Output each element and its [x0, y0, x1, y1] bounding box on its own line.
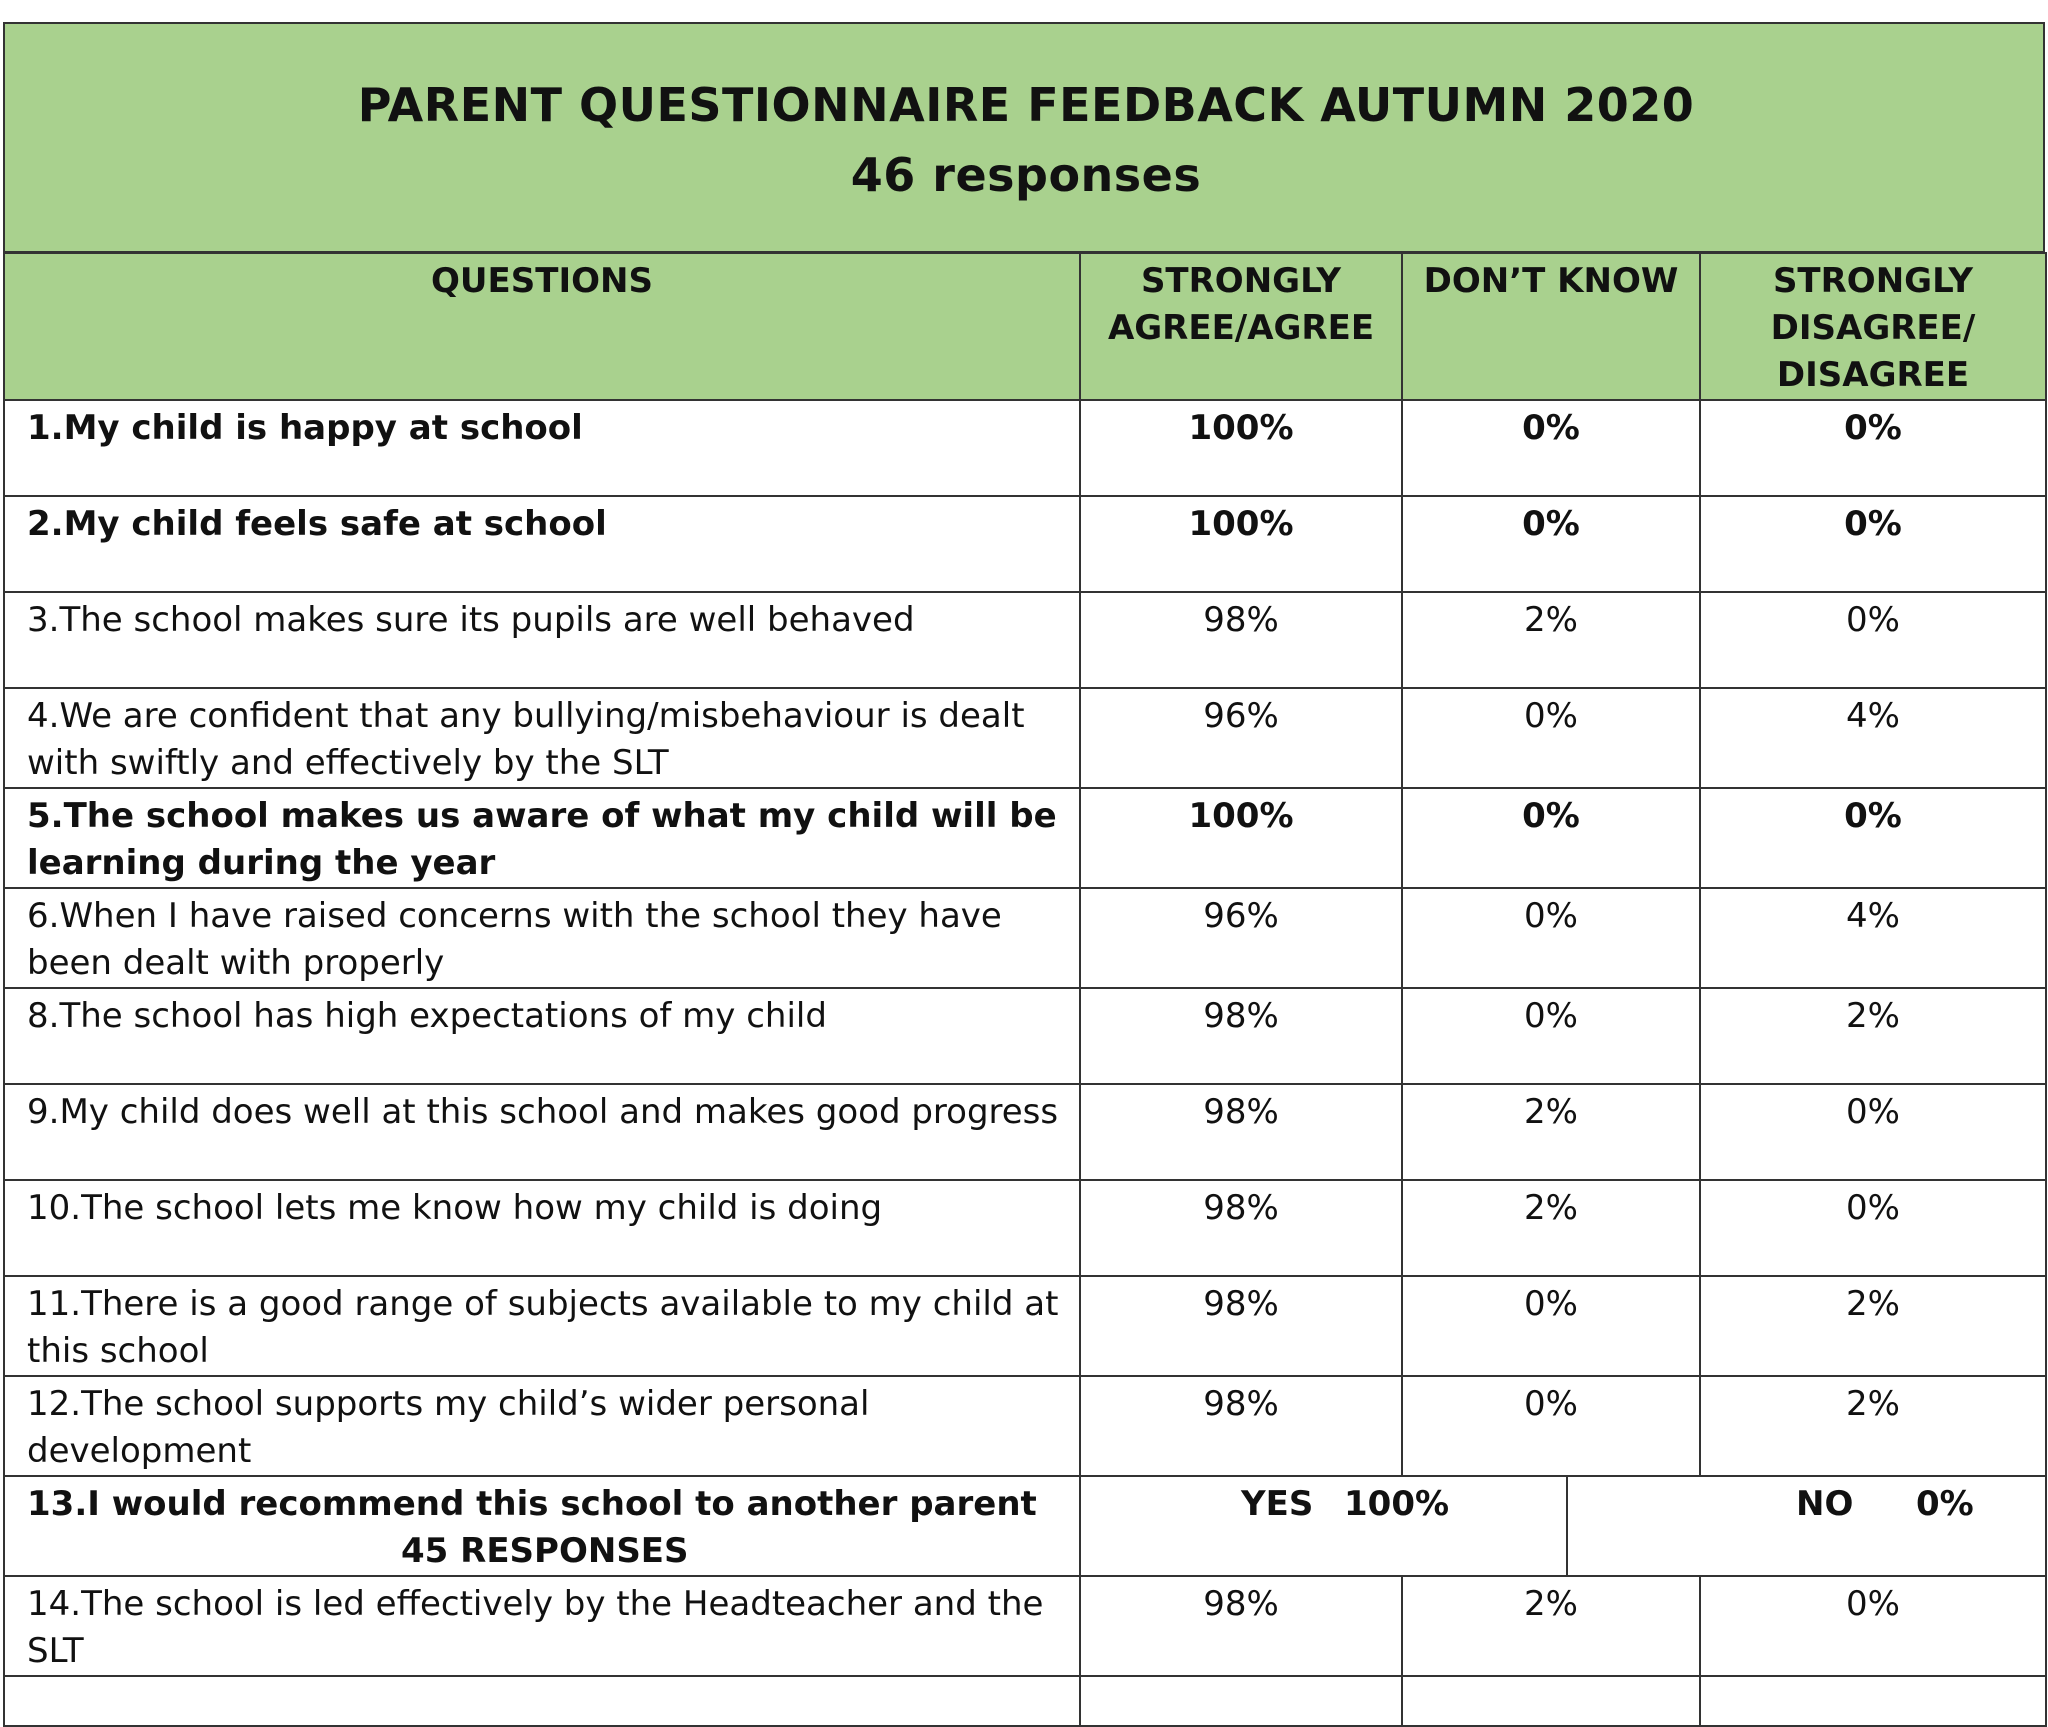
disagree-value: 0%	[1699, 1575, 2047, 1677]
agree-value: 96%	[1079, 887, 1403, 989]
column-header-disagree: STRONGLY DISAGREE/ DISAGREE	[1699, 252, 2047, 401]
empty-row	[3, 1675, 2047, 1727]
dont-know-value: 0%	[1401, 787, 1701, 889]
question-text: 4.We are confident that any bullying/mis…	[3, 687, 1081, 789]
table-row: 12.The school supports my child’s wider …	[3, 1375, 2047, 1477]
table-row: 2.My child feels safe at school 100% 0% …	[3, 495, 2047, 593]
dont-know-value: 0%	[1401, 495, 1701, 593]
question-text: 11.There is a good range of subjects ava…	[3, 1275, 1081, 1377]
disagree-value: 4%	[1699, 887, 2047, 989]
table-row: 14.The school is led effectively by the …	[3, 1575, 2047, 1677]
column-header-disagree-line2: DISAGREE/	[1770, 308, 1976, 348]
column-header-disagree-line1: STRONGLY	[1772, 261, 1974, 301]
disagree-value: 0%	[1699, 1083, 2047, 1181]
question-text: 9.My child does well at this school and …	[3, 1083, 1081, 1181]
title-banner: PARENT QUESTIONNAIRE FEEDBACK AUTUMN 202…	[3, 22, 2045, 253]
disagree-value: 0%	[1699, 495, 2047, 593]
disagree-value: 0%	[1699, 591, 2047, 689]
table-row: 3.The school makes sure its pupils are w…	[3, 591, 2047, 689]
dont-know-value: 0%	[1401, 987, 1701, 1085]
question-text: 5.The school makes us aware of what my c…	[3, 787, 1081, 889]
agree-value: 98%	[1079, 987, 1403, 1085]
recommend-question: 13.I would recommend this school to anot…	[27, 1484, 1037, 1524]
table-row: 9.My child does well at this school and …	[3, 1083, 2047, 1181]
agree-value: 98%	[1079, 1375, 1403, 1477]
yes-value: 100%	[1344, 1484, 1450, 1524]
dont-know-value: 0%	[1401, 887, 1701, 989]
agree-value: 98%	[1079, 1179, 1403, 1277]
document-title: PARENT QUESTIONNAIRE FEEDBACK AUTUMN 202…	[357, 78, 1695, 132]
question-text: 3.The school makes sure its pupils are w…	[3, 591, 1081, 689]
agree-value: 98%	[1079, 1275, 1403, 1377]
column-header-agree-line1: STRONGLY	[1140, 261, 1342, 301]
recommend-response-count: 45 RESPONSES	[401, 1531, 689, 1571]
table-row: 5.The school makes us aware of what my c…	[3, 787, 2047, 889]
yes-label: YES	[1241, 1484, 1314, 1524]
column-header-questions: QUESTIONS	[3, 252, 1081, 401]
agree-value: 96%	[1079, 687, 1403, 789]
question-text: 1.My child is happy at school	[3, 399, 1081, 497]
table-row-recommend: 13.I would recommend this school to anot…	[3, 1475, 2047, 1577]
table-row: 11.There is a good range of subjects ava…	[3, 1275, 2047, 1377]
column-header-agree-line2: AGREE/AGREE	[1107, 308, 1375, 348]
agree-value: 100%	[1079, 787, 1403, 889]
dont-know-value: 2%	[1401, 1575, 1701, 1677]
question-text: 14.The school is led effectively by the …	[3, 1575, 1081, 1677]
table-row: 10.The school lets me know how my child …	[3, 1179, 2047, 1277]
disagree-value: 2%	[1699, 987, 2047, 1085]
column-header-agree: STRONGLY AGREE/AGREE	[1079, 252, 1403, 401]
agree-value: 100%	[1079, 399, 1403, 497]
dont-know-value: 0%	[1401, 1275, 1701, 1377]
agree-value: 98%	[1079, 591, 1403, 689]
table-row: 1.My child is happy at school 100% 0% 0%	[3, 399, 2047, 497]
empty-cell	[1401, 1675, 1701, 1727]
response-count: 46 responses	[850, 148, 1202, 202]
disagree-value: 2%	[1699, 1275, 2047, 1377]
empty-cell	[1699, 1675, 2047, 1727]
table-row: 8.The school has high expectations of my…	[3, 987, 2047, 1085]
no-value: 0%	[1916, 1484, 1974, 1524]
empty-cell	[1079, 1675, 1403, 1727]
table-row: 6.When I have raised concerns with the s…	[3, 887, 2047, 989]
table-row: 4.We are confident that any bullying/mis…	[3, 687, 2047, 789]
question-text: 2.My child feels safe at school	[3, 495, 1081, 593]
question-text: 10.The school lets me know how my child …	[3, 1179, 1081, 1277]
column-header-disagree-line3: DISAGREE	[1776, 355, 1970, 395]
question-text: 12.The school supports my child’s wider …	[3, 1375, 1081, 1477]
recommend-answer-cell: YES 100% NO 0%	[1079, 1475, 2047, 1577]
disagree-value: 2%	[1699, 1375, 2047, 1477]
empty-cell	[3, 1675, 1081, 1727]
feedback-table: QUESTIONS STRONGLY AGREE/AGREE DON’T KNO…	[3, 252, 2047, 1727]
disagree-value: 4%	[1699, 687, 2047, 789]
cell-divider	[1566, 1475, 1568, 1575]
agree-value: 98%	[1079, 1575, 1403, 1677]
dont-know-value: 0%	[1401, 399, 1701, 497]
disagree-value: 0%	[1699, 399, 2047, 497]
table-header-row: QUESTIONS STRONGLY AGREE/AGREE DON’T KNO…	[3, 252, 2047, 401]
dont-know-value: 2%	[1401, 591, 1701, 689]
question-text: 13.I would recommend this school to anot…	[3, 1475, 1081, 1577]
question-text: 6.When I have raised concerns with the s…	[3, 887, 1081, 989]
column-header-dont-know: DON’T KNOW	[1401, 252, 1701, 401]
dont-know-value: 0%	[1401, 687, 1701, 789]
agree-value: 98%	[1079, 1083, 1403, 1181]
dont-know-value: 2%	[1401, 1179, 1701, 1277]
disagree-value: 0%	[1699, 787, 2047, 889]
disagree-value: 0%	[1699, 1179, 2047, 1277]
dont-know-value: 0%	[1401, 1375, 1701, 1477]
no-label: NO	[1796, 1484, 1854, 1524]
dont-know-value: 2%	[1401, 1083, 1701, 1181]
agree-value: 100%	[1079, 495, 1403, 593]
question-text: 8.The school has high expectations of my…	[3, 987, 1081, 1085]
